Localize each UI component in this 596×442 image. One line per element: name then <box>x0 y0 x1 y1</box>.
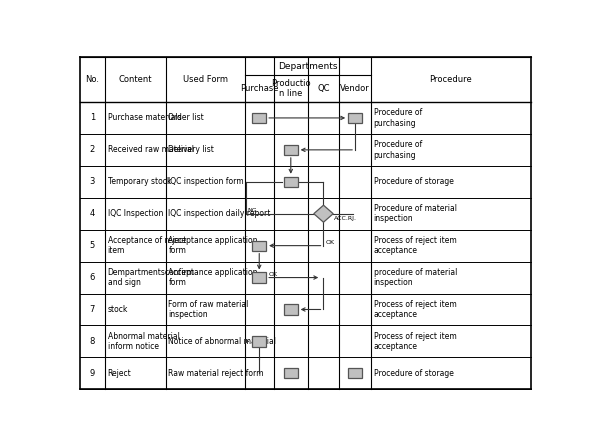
Text: OK: OK <box>326 240 335 245</box>
Text: Purchase: Purchase <box>240 84 278 93</box>
Text: ACC.RJ.: ACC.RJ. <box>334 216 357 221</box>
Text: IQC inspection daily report: IQC inspection daily report <box>169 209 271 218</box>
Text: Received raw material: Received raw material <box>108 145 194 154</box>
Polygon shape <box>313 205 333 222</box>
Bar <box>252 272 266 283</box>
Text: 9: 9 <box>90 369 95 378</box>
Bar <box>348 368 362 378</box>
Text: Abnormal material
inform notice: Abnormal material inform notice <box>108 332 179 351</box>
Text: OK: OK <box>269 272 278 277</box>
Text: Vendor: Vendor <box>340 84 370 93</box>
Text: stock: stock <box>108 305 128 314</box>
Text: Notice of abnormal material: Notice of abnormal material <box>169 337 277 346</box>
Text: No.: No. <box>85 75 100 84</box>
Text: Procedure of storage: Procedure of storage <box>374 177 454 186</box>
Text: 6: 6 <box>90 273 95 282</box>
Text: Procedure: Procedure <box>430 75 472 84</box>
Text: Process of reject item
acceptance: Process of reject item acceptance <box>374 332 457 351</box>
Text: Acceptance of reject
item: Acceptance of reject item <box>108 236 186 255</box>
Bar <box>284 368 298 378</box>
Bar <box>252 113 266 123</box>
Text: procedure of material
inspection: procedure of material inspection <box>374 268 457 287</box>
Text: Order list: Order list <box>169 114 204 122</box>
Text: Delivery list: Delivery list <box>169 145 215 154</box>
Text: Procedure of
purchasing: Procedure of purchasing <box>374 108 422 128</box>
Text: Procedure of storage: Procedure of storage <box>374 369 454 378</box>
Bar <box>252 240 266 251</box>
Bar <box>284 305 298 315</box>
Text: Departments: Departments <box>278 61 337 71</box>
Bar <box>348 113 362 123</box>
Bar <box>284 145 298 155</box>
Text: Purchase materials: Purchase materials <box>108 114 181 122</box>
Text: NG: NG <box>248 208 257 213</box>
Text: Procedure of material
inspection: Procedure of material inspection <box>374 204 457 223</box>
Bar <box>284 177 298 187</box>
Text: Form of raw material
inspection: Form of raw material inspection <box>169 300 249 319</box>
Text: 5: 5 <box>90 241 95 250</box>
Text: QC: QC <box>317 84 330 93</box>
Text: Temporary stock: Temporary stock <box>108 177 171 186</box>
Text: 1: 1 <box>90 114 95 122</box>
Text: Dempartmentsconfirm
and sign: Dempartmentsconfirm and sign <box>108 268 195 287</box>
Bar <box>252 336 266 347</box>
Text: Content: Content <box>119 75 152 84</box>
Text: Process of reject item
acceptance: Process of reject item acceptance <box>374 300 457 319</box>
Text: 2: 2 <box>90 145 95 154</box>
Text: Acceptance application
form: Acceptance application form <box>169 236 258 255</box>
Text: 3: 3 <box>90 177 95 186</box>
Text: Process of reject item
acceptance: Process of reject item acceptance <box>374 236 457 255</box>
Text: 4: 4 <box>90 209 95 218</box>
Text: Productio
n line: Productio n line <box>271 79 311 98</box>
Text: IQC inspection form: IQC inspection form <box>169 177 244 186</box>
Text: Used Form: Used Form <box>182 75 228 84</box>
Text: Reject: Reject <box>108 369 131 378</box>
Text: 7: 7 <box>90 305 95 314</box>
Text: 8: 8 <box>90 337 95 346</box>
Text: IQC Inspection: IQC Inspection <box>108 209 163 218</box>
Text: Raw material reject form: Raw material reject form <box>169 369 264 378</box>
Text: Procedure of
purchasing: Procedure of purchasing <box>374 140 422 160</box>
Text: Acceptance application
form: Acceptance application form <box>169 268 258 287</box>
